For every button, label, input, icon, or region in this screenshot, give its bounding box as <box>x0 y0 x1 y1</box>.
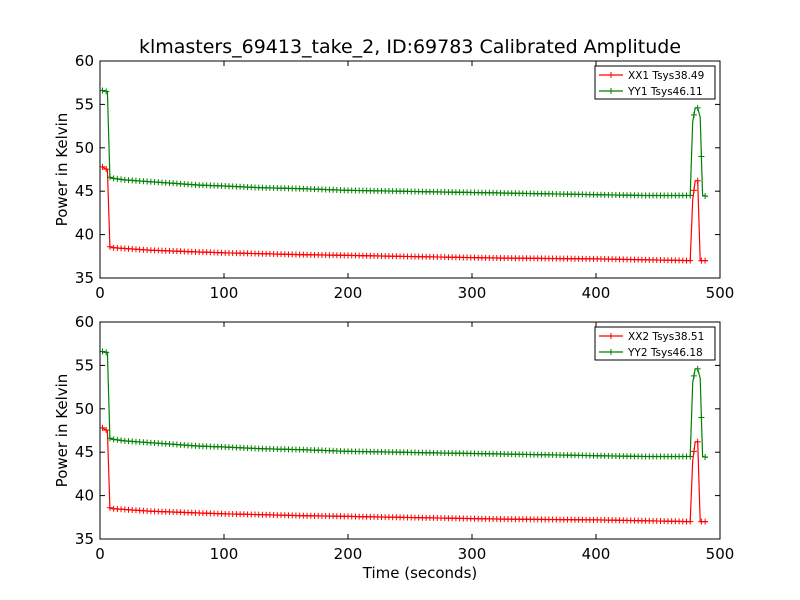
legend-marker <box>608 88 614 94</box>
x-tick-label: 0 <box>95 284 105 302</box>
x-tick-label: 100 <box>210 284 239 302</box>
y-tick-label: 35 <box>75 530 94 548</box>
data-point <box>694 438 701 445</box>
y-tick-label: 35 <box>75 269 94 287</box>
x-tick-label: 0 <box>95 545 105 563</box>
y-tick-label: 55 <box>75 95 94 113</box>
x-tick-label: 400 <box>582 545 611 563</box>
data-point <box>702 192 709 199</box>
data-point <box>106 243 113 250</box>
data-point <box>694 365 701 372</box>
legend-label: XX2 Tsys38.51 <box>628 331 704 343</box>
y-tick-label: 45 <box>75 443 94 461</box>
series-xx1 <box>99 163 709 264</box>
figure-title: klmasters_69413_take_2, ID:69783 Calibra… <box>139 36 681 58</box>
x-axis-label: Time (seconds) <box>362 564 478 582</box>
data-point <box>106 174 113 181</box>
legend-entry: XX2 Tsys38.51 <box>599 331 704 343</box>
data-point <box>687 192 694 199</box>
legend-marker <box>608 349 614 355</box>
legend-label: XX1 Tsys38.49 <box>628 70 704 82</box>
data-point <box>698 414 705 421</box>
x-tick-label: 300 <box>458 545 487 563</box>
data-point <box>690 111 697 118</box>
y-tick-label: 40 <box>75 487 94 505</box>
data-point <box>110 175 117 182</box>
data-point <box>106 435 113 442</box>
data-point <box>694 177 701 184</box>
legend-entry: YY2 Tsys46.18 <box>599 347 703 359</box>
chart-1: 0 100 200 300 400 500 35 40 45 50 55 60 Power in Kel… <box>53 52 734 302</box>
y-tick-label: 50 <box>75 139 94 157</box>
data-point <box>114 436 121 443</box>
y-tick-label: 45 <box>75 182 94 200</box>
x-tick-label: 100 <box>210 545 239 563</box>
plot-frame <box>99 321 721 540</box>
legend: XX2 Tsys38.51 YY2 Tsys46.18 <box>594 326 716 361</box>
x-tick-label: 200 <box>334 545 363 563</box>
legend-box <box>594 65 716 100</box>
data-point <box>690 448 697 455</box>
data-point <box>702 518 709 525</box>
data-point <box>118 437 125 444</box>
data-point <box>118 176 125 183</box>
data-point <box>694 104 701 111</box>
data-point <box>110 436 117 443</box>
y-tick-label: 40 <box>75 226 94 244</box>
data-point <box>698 153 705 160</box>
y-tick-label: 55 <box>75 356 94 374</box>
x-tick-label: 300 <box>458 284 487 302</box>
x-tick-label: 400 <box>582 284 611 302</box>
y-axis-label: Power in Kelvin <box>53 374 71 488</box>
data-point <box>687 518 694 525</box>
data-point <box>114 175 121 182</box>
legend-entry: XX1 Tsys38.49 <box>599 70 704 82</box>
data-point <box>103 427 110 434</box>
plot-frame <box>99 60 721 279</box>
legend-label: YY2 Tsys46.18 <box>627 347 703 359</box>
series-line <box>102 89 708 197</box>
legend-box <box>594 326 716 361</box>
data-point <box>690 372 697 379</box>
x-tick-label: 500 <box>706 284 735 302</box>
data-point <box>687 453 694 460</box>
series-line <box>102 350 708 458</box>
series-yy2 <box>99 348 709 460</box>
y-axis-label: Power in Kelvin <box>53 113 71 227</box>
data-point <box>103 88 110 95</box>
series-line <box>102 427 708 523</box>
data-point <box>690 187 697 194</box>
legend: XX1 Tsys38.49 YY1 Tsys46.11 <box>594 65 716 100</box>
legend-entry: YY1 Tsys46.11 <box>599 86 703 98</box>
data-point <box>702 257 709 264</box>
legend-marker <box>608 72 614 78</box>
data-point <box>103 166 110 173</box>
data-point <box>103 349 110 356</box>
legend-marker <box>608 333 614 339</box>
y-tick-label: 50 <box>75 400 94 418</box>
chart-2: 0 100 200 300 400 500 35 40 45 50 55 60 Power in Kel… <box>53 313 734 582</box>
legend-label: YY1 Tsys46.11 <box>627 86 703 98</box>
y-tick-label: 60 <box>75 52 94 70</box>
data-point <box>687 257 694 264</box>
x-tick-label: 200 <box>334 284 363 302</box>
y-tick-label: 60 <box>75 313 94 331</box>
series-xx2 <box>99 424 709 525</box>
x-tick-label: 500 <box>706 545 735 563</box>
data-point <box>106 504 113 511</box>
series-line <box>102 166 708 262</box>
data-point <box>702 453 709 460</box>
series-yy1 <box>99 87 709 199</box>
